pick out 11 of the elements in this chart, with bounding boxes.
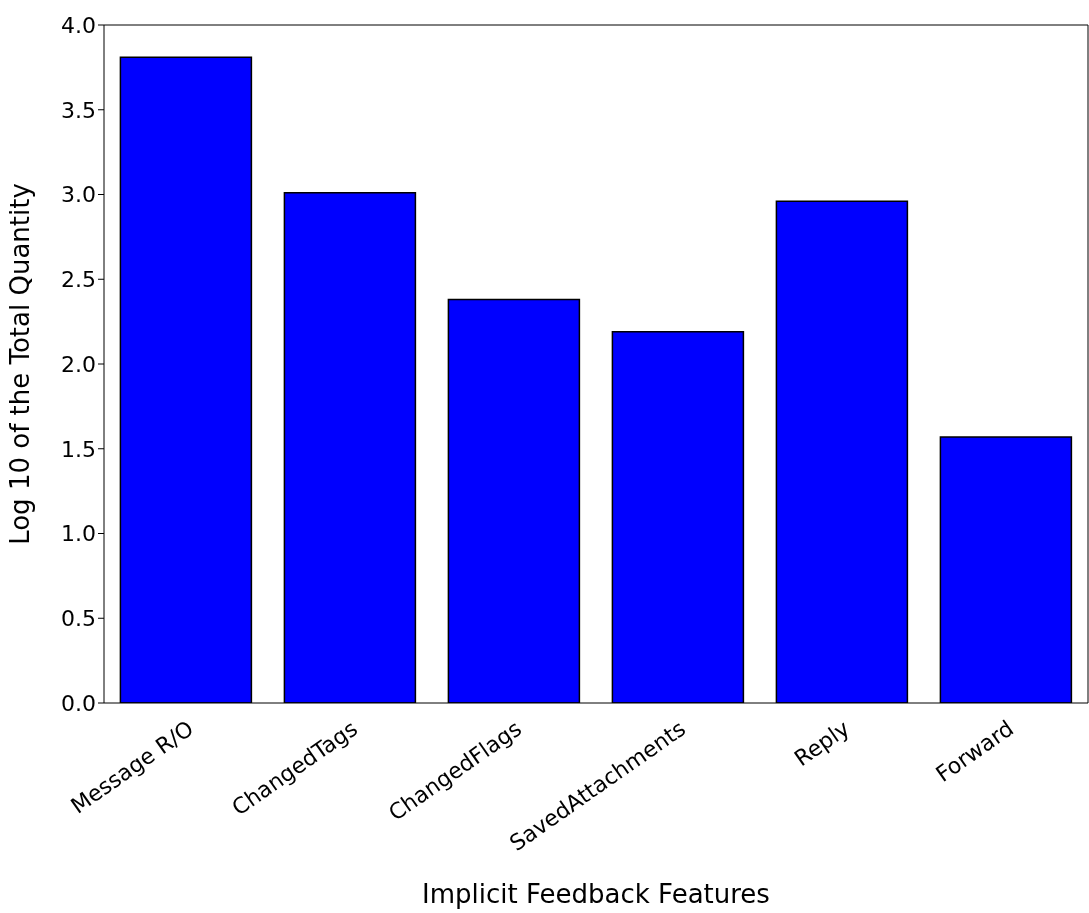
y-tick-label: 0.0 [61, 690, 96, 716]
y-tick-label: 0.5 [61, 606, 96, 632]
y-tick-label: 4.0 [61, 12, 96, 38]
y-axis-title: Log 10 of the Total Quantity [5, 183, 36, 545]
y-tick-label: 2.0 [61, 351, 96, 377]
y-tick-label: 3.5 [61, 97, 96, 123]
y-tick-label: 2.5 [61, 267, 96, 293]
x-axis-title: Implicit Feedback Features [422, 879, 770, 909]
y-tick-label: 3.0 [61, 182, 96, 208]
y-tick-label: 1.0 [61, 521, 96, 547]
y-tick-label: 1.5 [61, 436, 96, 462]
